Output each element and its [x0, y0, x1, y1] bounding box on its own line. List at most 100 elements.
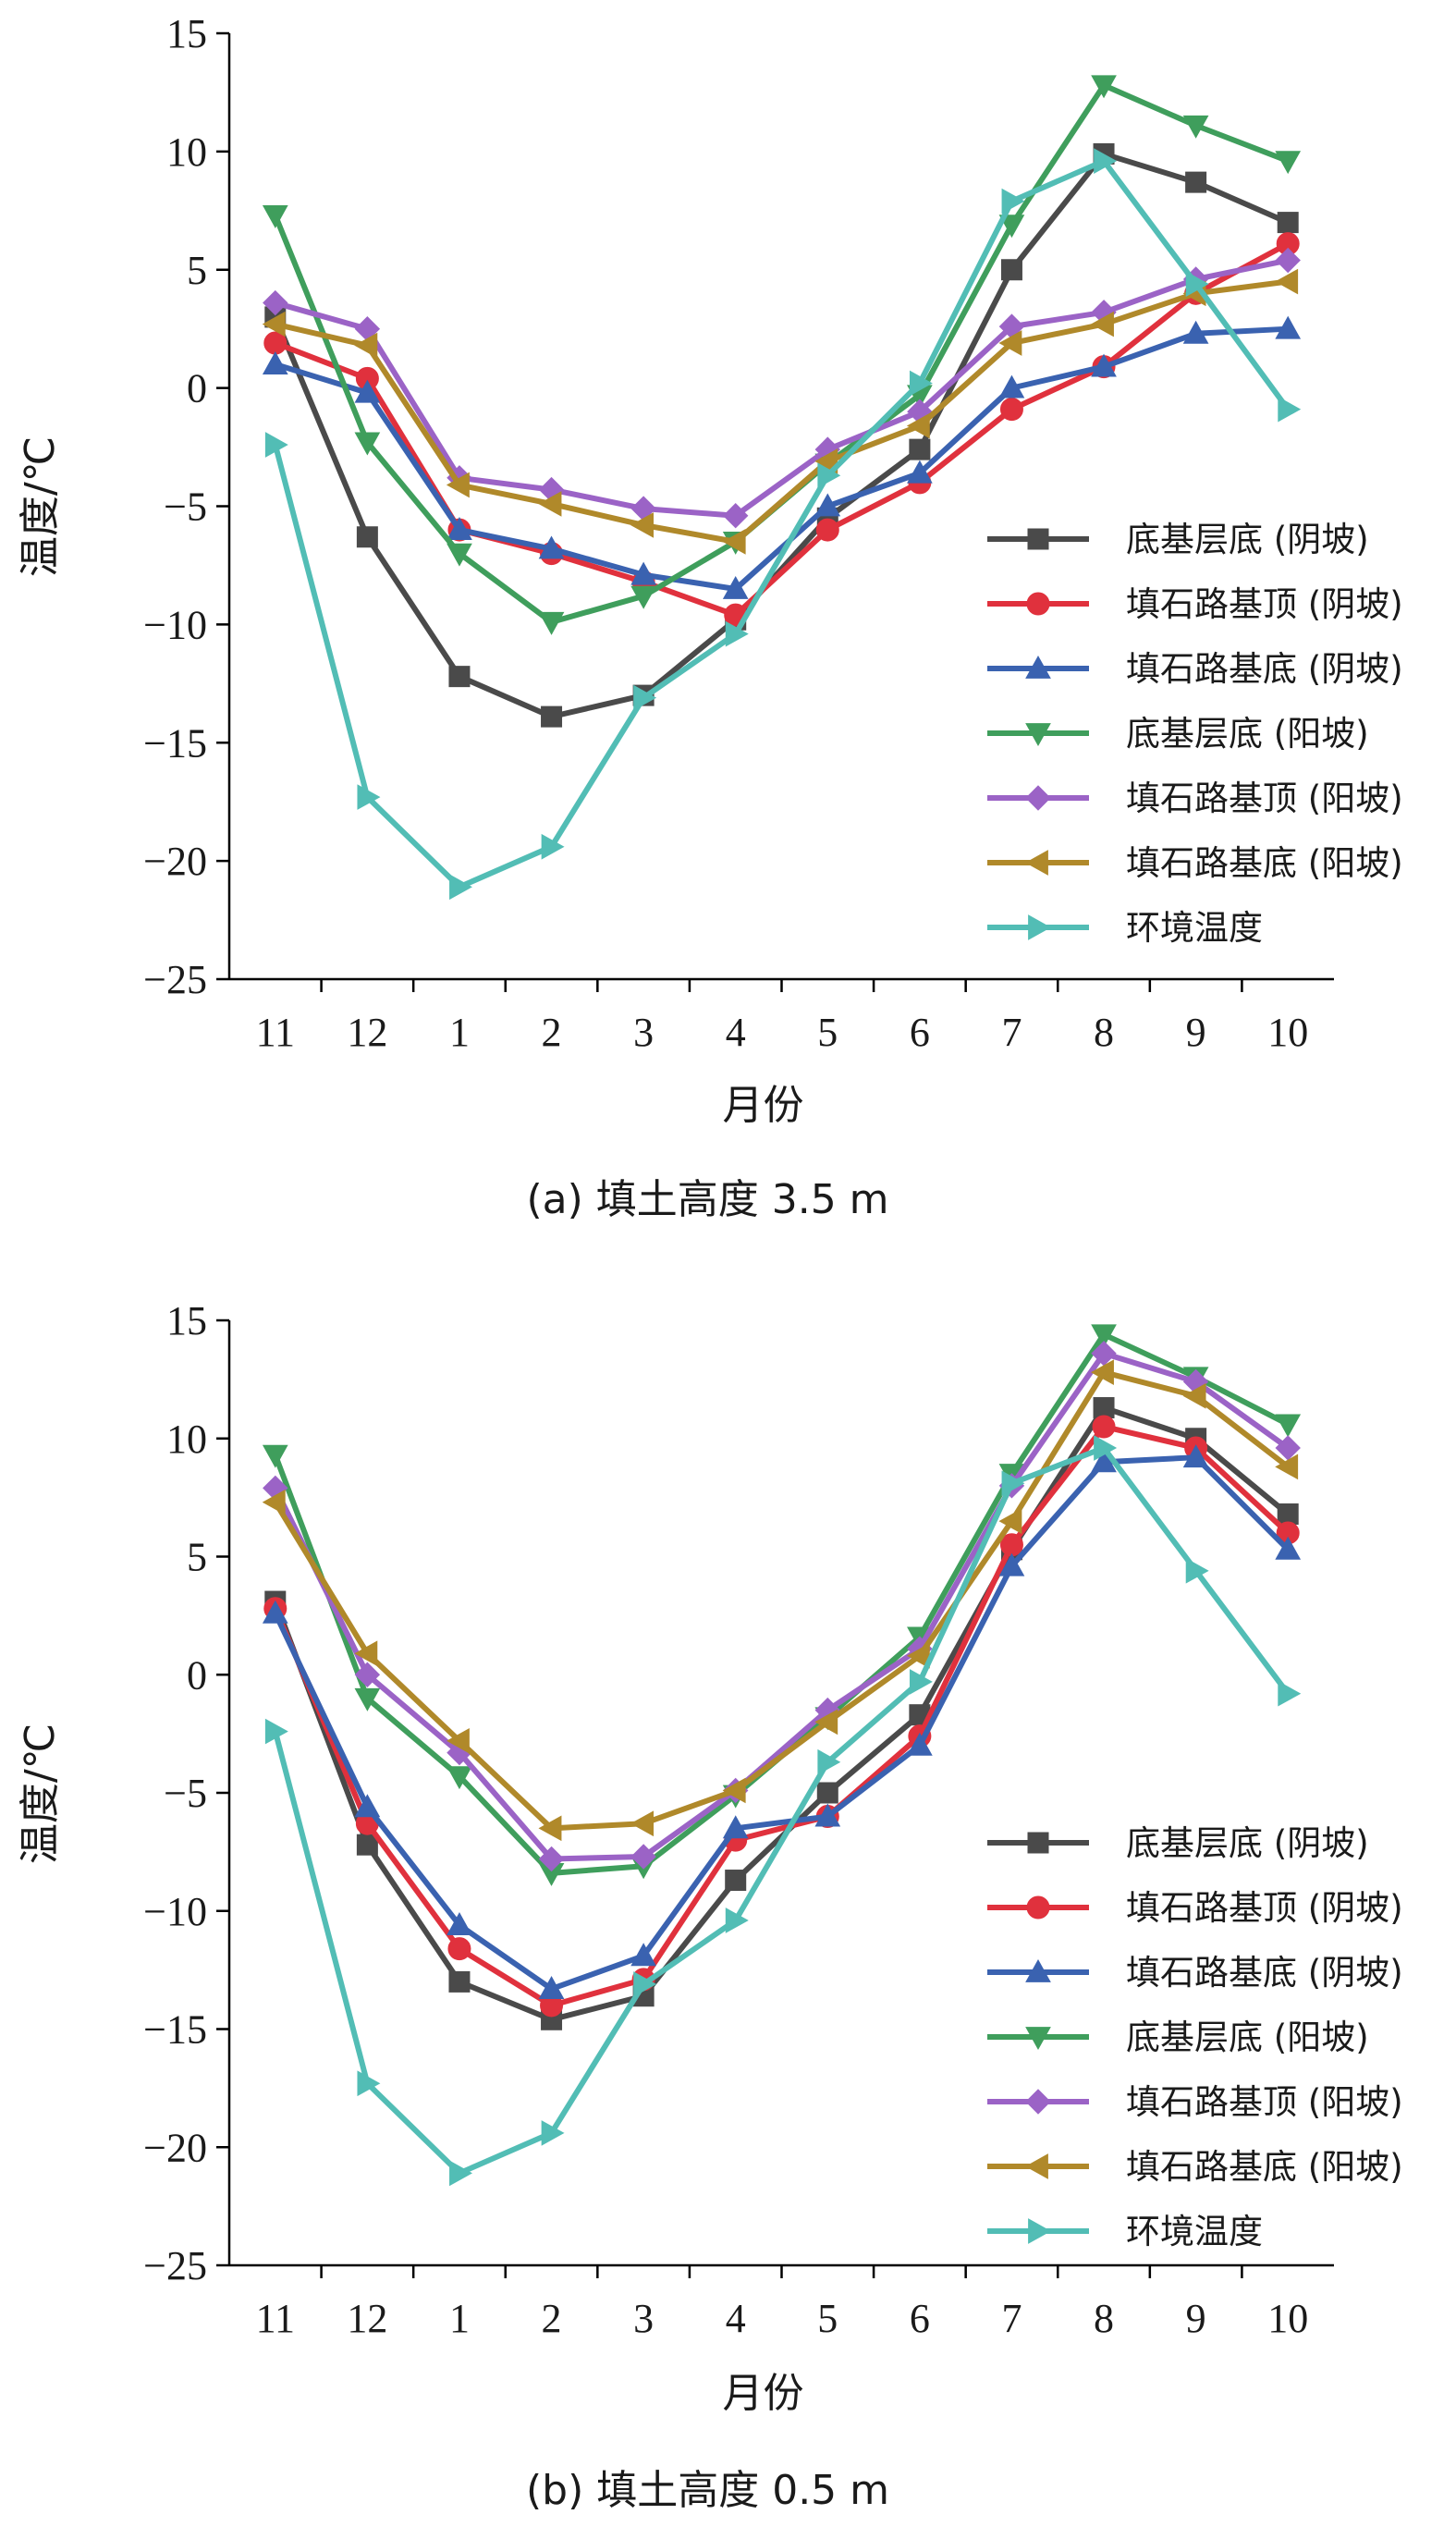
legend-marker [1025, 1958, 1051, 1982]
series-0 [264, 142, 1299, 728]
legend-label: 底基层底 (阳坡) [1126, 2018, 1369, 2057]
legend-marker [1027, 528, 1049, 550]
y-tick-label: −15 [143, 720, 207, 766]
data-point [1092, 1415, 1116, 1439]
y-tick-label: −5 [164, 484, 207, 530]
x-tick-label: 11 [256, 1010, 295, 1055]
data-point [1001, 188, 1025, 215]
legend-marker [1024, 850, 1048, 876]
data-point [814, 493, 841, 517]
data-point [1091, 353, 1117, 377]
data-point [538, 491, 562, 517]
data-point [354, 1640, 378, 1667]
x-tick-label: 2 [542, 2296, 562, 2341]
x-tick-label: 12 [347, 1010, 387, 1055]
legend-marker [1028, 914, 1052, 940]
data-point [354, 1662, 381, 1687]
figure-caption: (b) 填土高度 0.5 m [526, 2467, 889, 2514]
data-point [722, 1777, 746, 1804]
y-tick-label: 10 [166, 1417, 207, 1462]
data-point [357, 784, 381, 810]
data-point [814, 448, 838, 474]
data-point [262, 311, 286, 337]
data-point [630, 512, 655, 538]
data-point [447, 1912, 472, 1935]
y-tick-label: −15 [143, 2007, 207, 2053]
data-point [998, 1552, 1025, 1576]
data-point [541, 705, 563, 728]
data-point [538, 1815, 562, 1842]
data-point [814, 1709, 838, 1736]
data-point [725, 620, 749, 647]
data-point [262, 351, 288, 374]
y-tick-label: −10 [143, 602, 207, 647]
data-point [262, 1444, 288, 1468]
data-point [354, 332, 378, 359]
legend-label: 填石路基底 (阳坡) [1126, 843, 1403, 883]
x-tick-label: 3 [633, 2296, 654, 2341]
data-point [1185, 1557, 1209, 1584]
data-point [446, 1727, 470, 1754]
series-line [275, 278, 1289, 545]
data-point [722, 529, 746, 555]
series-line [273, 1423, 1291, 2008]
data-point [262, 205, 288, 228]
data-point [1275, 151, 1302, 175]
series-6 [264, 1435, 1302, 2187]
legend-label: 填石路基顶 (阴坡) [1126, 1888, 1403, 1928]
data-point [1275, 247, 1301, 274]
data-point [264, 1718, 288, 1745]
data-point [998, 1508, 1022, 1535]
data-point [814, 1803, 841, 1827]
series-4 [263, 247, 1301, 529]
data-point [1275, 1536, 1302, 1560]
x-tick-label: 8 [1094, 2296, 1114, 2341]
y-tick-label: 5 [187, 1535, 207, 1580]
y-tick-label: 0 [187, 1652, 207, 1698]
data-point [998, 215, 1025, 239]
data-point [447, 1766, 472, 1790]
data-point [999, 398, 1023, 422]
figure-caption: (a) 填土高度 3.5 m [526, 1176, 888, 1223]
data-point [1278, 396, 1302, 423]
series-6 [264, 148, 1302, 901]
x-tick-label: 6 [910, 1010, 930, 1055]
series-line [273, 1350, 1290, 1862]
data-point [538, 1846, 565, 1872]
x-tick-label: 7 [1001, 2296, 1022, 2341]
legend-marker [1026, 592, 1050, 616]
data-point [1182, 320, 1209, 344]
y-tick-label: 15 [166, 1298, 207, 1343]
legend-marker [1027, 1832, 1049, 1854]
x-tick-label: 1 [449, 1010, 470, 1055]
legend-marker [1025, 785, 1051, 811]
data-point [816, 1782, 838, 1804]
legend-label: 底基层底 (阳坡) [1126, 714, 1369, 754]
series-2 [262, 315, 1302, 599]
data-point [354, 1794, 381, 1818]
legend-marker [1025, 2027, 1051, 2051]
data-point [1185, 171, 1207, 193]
data-point [725, 1907, 749, 1933]
x-tick-label: 2 [542, 1010, 562, 1055]
y-tick-label: −25 [143, 2243, 207, 2288]
data-point [1091, 1449, 1117, 1473]
series-line [273, 1369, 1291, 1832]
y-tick-label: −10 [143, 1889, 207, 1934]
x-tick-label: 10 [1267, 1010, 1308, 1055]
data-point [538, 1976, 565, 1999]
data-point [722, 1815, 749, 1839]
data-point [630, 1810, 655, 1837]
data-point [1277, 212, 1299, 234]
series-line [272, 1331, 1290, 1876]
legend-label: 填石路基顶 (阴坡) [1126, 584, 1403, 624]
data-point [1182, 1382, 1206, 1409]
y-tick-label: 5 [187, 248, 207, 293]
x-tick-label: 4 [726, 2296, 746, 2341]
data-point [1091, 75, 1117, 99]
x-tick-label: 5 [817, 2296, 838, 2341]
data-point [446, 472, 470, 498]
data-point [633, 684, 657, 711]
